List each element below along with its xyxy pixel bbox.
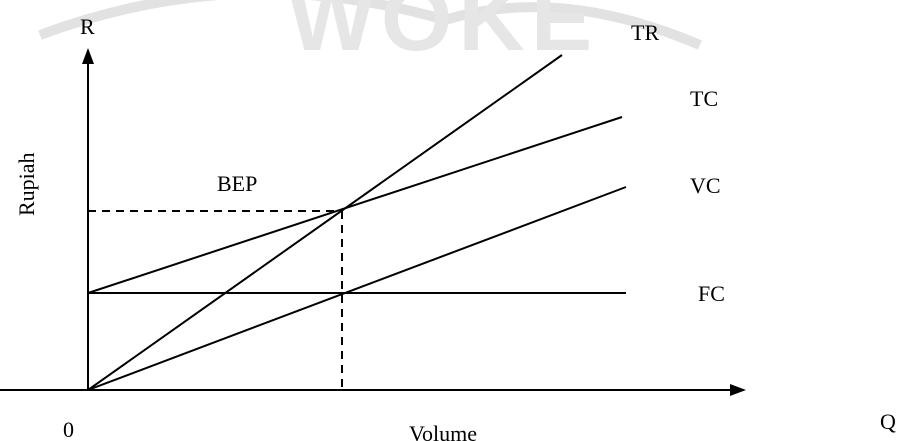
y-axis-letter: R <box>80 14 95 39</box>
fc-label: FC <box>698 281 725 306</box>
x-axis-title: Volume <box>409 421 477 441</box>
watermark-arc <box>38 0 702 50</box>
axes <box>0 48 746 396</box>
vc-line <box>87 186 627 391</box>
cost-revenue-lines <box>87 54 627 391</box>
labels: R Rupiah Q Volume 0 TR TC VC FC BEP <box>14 14 896 441</box>
tc-line <box>87 116 623 294</box>
y-axis-arrow-icon <box>82 48 94 64</box>
origin-label: 0 <box>63 417 74 441</box>
bep-label: BEP <box>217 171 257 196</box>
watermark: WOKE <box>38 0 702 70</box>
x-axis-arrow-icon <box>730 384 746 396</box>
watermark-text: WOKE <box>288 0 598 70</box>
y-axis-title: Rupiah <box>14 152 39 216</box>
vc-label: VC <box>690 173 721 198</box>
tr-line <box>87 54 563 391</box>
tc-label: TC <box>690 86 718 111</box>
bep-guides <box>88 210 343 390</box>
tr-label: TR <box>631 20 659 45</box>
x-axis-letter: Q <box>880 409 896 434</box>
